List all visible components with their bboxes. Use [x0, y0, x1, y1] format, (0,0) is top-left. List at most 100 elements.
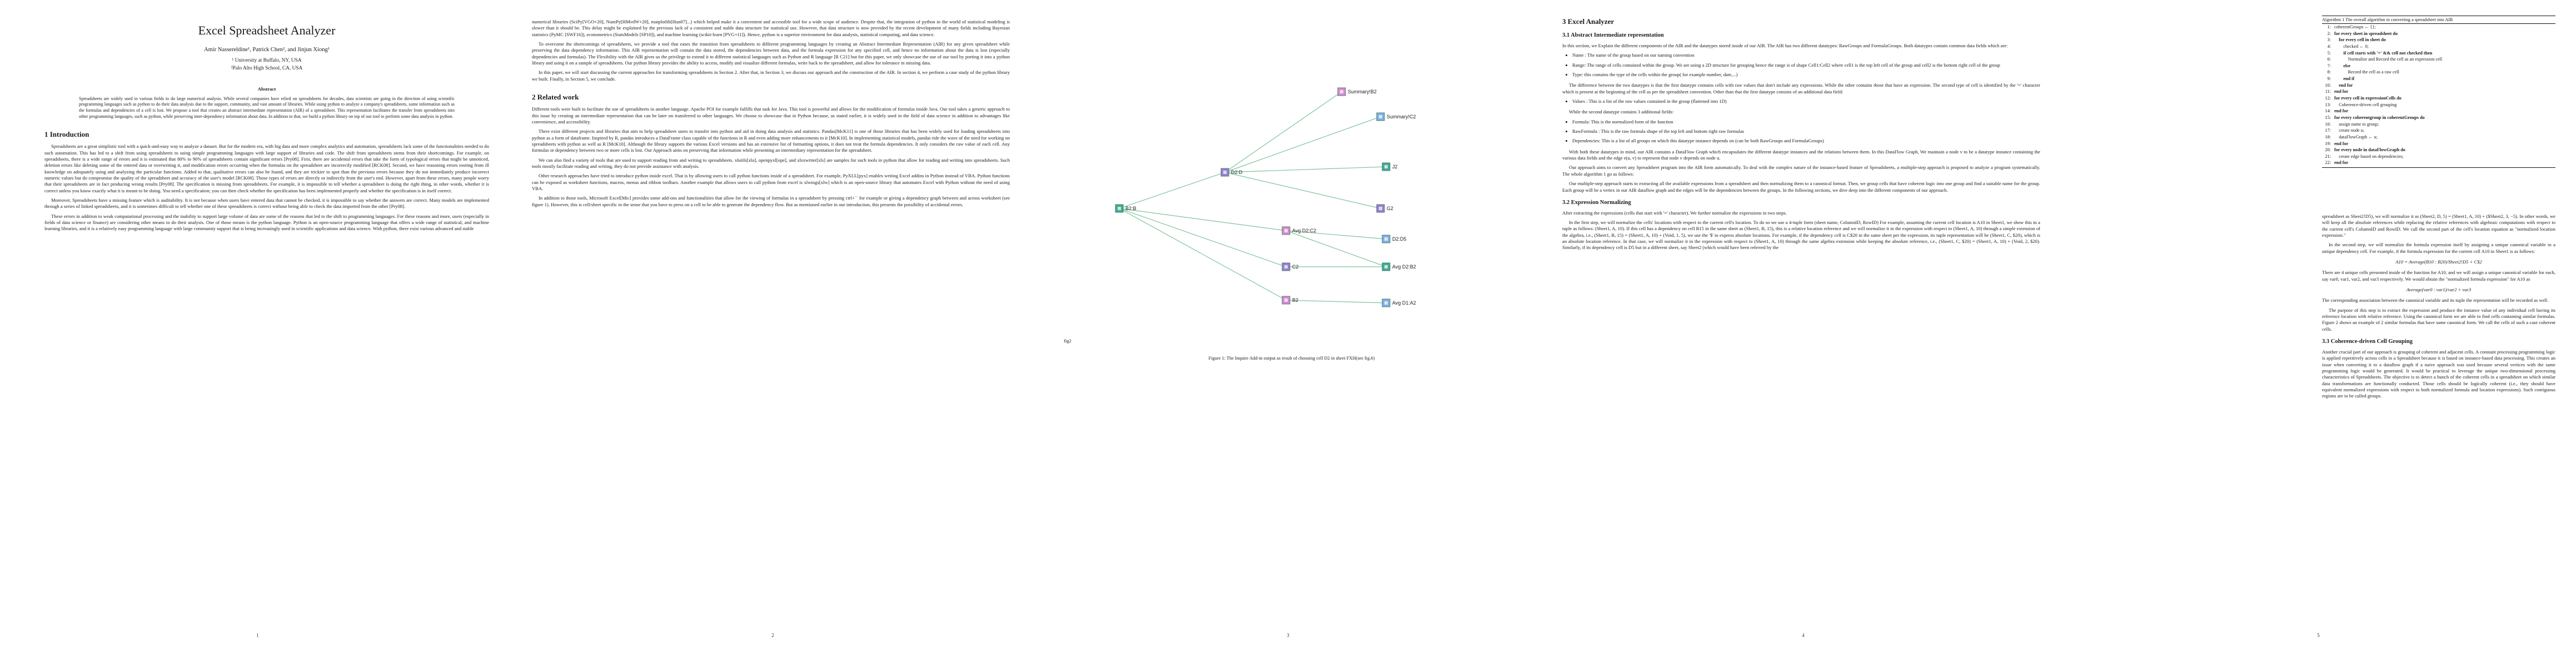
algorithm-line-text: end for: [2334, 82, 2353, 88]
algorithm-line-text: assign name to group;: [2334, 121, 2379, 127]
graph-node[interactable]: Summary!B2: [1337, 87, 1377, 96]
node-label: Summary!B2: [1348, 89, 1377, 94]
line-number: 3:: [2327, 37, 2331, 43]
algorithm-line-text: for every cell in sheet do: [2334, 37, 2386, 43]
algorithm-line: 19: end for: [2322, 141, 2555, 147]
line-number: 11:: [2325, 89, 2331, 94]
paragraph: In the first step, we will normalize the…: [1562, 220, 2040, 251]
line-number: 10:: [2325, 82, 2331, 88]
algorithm-line-text: Normalize and Record the cell as an expr…: [2334, 57, 2443, 62]
algorithm-line: 9: end if: [2322, 76, 2555, 82]
algorithm-box: Algorithm 1 The overall algorithm in con…: [2322, 16, 2555, 168]
line-number: 4:: [2327, 43, 2331, 49]
graph-edge: [1285, 230, 1387, 240]
graph-edge: [1224, 172, 1381, 209]
line-number: 7:: [2327, 63, 2331, 68]
affiliation-2: ²Palo Alto High School, CA, USA: [231, 65, 303, 71]
algorithm-line-text: create edge based on dependencies;: [2334, 153, 2404, 159]
node-label: D2:D5: [1392, 236, 1407, 242]
page-number: 4: [1802, 633, 1805, 638]
graph-node[interactable]: J2: [1382, 162, 1398, 171]
graph-node[interactable]: G2: [1376, 204, 1393, 213]
abstract-heading: Abstract: [257, 86, 276, 92]
algorithm-line: 13: Coherence-driven cell grouping: [2322, 102, 2555, 108]
algorithm-line-text: create node u;: [2334, 128, 2365, 133]
paragraph: The corresponding association between th…: [2322, 297, 2549, 303]
graph-node[interactable]: Avg D2:C2: [1282, 226, 1316, 235]
equation: A10 = Average(B10 : B20)/Sheet2!D5 + C$2: [2395, 259, 2482, 265]
line-number: 16:: [2325, 121, 2331, 127]
line-number: 13:: [2325, 102, 2331, 107]
paragraph: In this paper, we will start discussing …: [532, 69, 1010, 82]
subsection-heading: 3.2 Expression Normalizing: [1562, 199, 1631, 206]
graph-node[interactable]: Avg D2:B2: [1382, 262, 1416, 271]
algorithm-line-text: coherentGroups ← {};: [2334, 24, 2376, 29]
paragraph: These errors in addition to weak computa…: [44, 213, 489, 232]
node-label: C2: [1292, 264, 1299, 270]
algorithm-line: 5: if cell starts with '=' && cell not c…: [2322, 50, 2555, 57]
line-number: 12:: [2325, 96, 2331, 101]
line-number: 21:: [2325, 153, 2331, 159]
paper-title: Excel Spreadsheet Analyzer: [198, 23, 336, 37]
algorithm-line-text: dataFlowGraph ← u;: [2334, 134, 2378, 140]
list-item: Values : This is a list of the raw value…: [1572, 98, 2040, 104]
graph-edge: [1119, 172, 1225, 209]
node-label: B2: [1292, 297, 1298, 303]
algorithm-line: 11: end for: [2322, 88, 2555, 95]
algorithm-line-text: for every cell in expressionCells do: [2334, 96, 2401, 101]
paragraph: The purpose of this step is to extract t…: [2322, 307, 2555, 332]
section-heading-introduction: 1 Introduction: [44, 130, 89, 139]
paragraph: Different tools were built to facilitate…: [532, 106, 1010, 125]
graph-node[interactable]: D2:D5: [1382, 235, 1407, 243]
algorithm-title: Algorithm 1 The overall algorithm in con…: [2322, 16, 2555, 24]
algorithm-body: 1: coherentGroups ← {}; 2: for every sheet …: [2322, 24, 2555, 166]
dependency-graph-figure: B2:B D2:D Summary!B2 Summary!C2 J2 G2 Avg D2:C…: [1115, 87, 1416, 307]
graph-edge: [1119, 208, 1287, 231]
affiliation-1: ¹ University at Buffalo, NY, USA: [232, 57, 302, 63]
algorithm-line-text: end for: [2334, 160, 2349, 166]
graph-node[interactable]: B2:B: [1115, 204, 1137, 213]
algorithm-line: 22: end for: [2322, 160, 2555, 166]
page-number: 2: [771, 633, 774, 638]
paragraph: spreadsheet as Sheet2!D5), we will norma…: [2322, 213, 2555, 238]
field-list: Values : This is a list of the raw value…: [1562, 98, 2040, 104]
graph-node[interactable]: Summary!C2: [1376, 112, 1416, 121]
page-number: 3: [1287, 633, 1289, 638]
line-number: 8:: [2327, 69, 2331, 75]
list-item: Range: The range of cells contained with…: [1572, 62, 2040, 68]
page-3: B2:B D2:D Summary!B2 Summary!C2 J2 G2 Avg D2:C…: [1030, 0, 1546, 667]
algorithm-line: 7: else: [2322, 63, 2555, 69]
paragraph: In the second step, we will normalize th…: [2322, 242, 2555, 254]
node-label: J2: [1392, 164, 1398, 170]
paragraph: There exist different projects and libra…: [532, 128, 1010, 153]
list-item: RawFormula : This is the raw formula sha…: [1572, 128, 2040, 135]
paragraph: In this section, we Explain the differen…: [1562, 43, 2008, 49]
graph-node[interactable]: Avg D1:A2: [1382, 298, 1416, 307]
line-number: 20:: [2325, 147, 2331, 153]
algorithm-line-text: checked ← 0;: [2334, 43, 2369, 49]
algorithm-line: 12: for every cell in expressionCells do: [2322, 95, 2555, 102]
paragraph: Moreover, Spreadsheets have a missing fe…: [44, 197, 489, 210]
line-number: 5:: [2327, 50, 2331, 56]
page-5: Algorithm 1 The overall algorithm in con…: [2061, 0, 2576, 667]
algorithm-line-text: end for: [2334, 89, 2349, 94]
algorithm-line: 16: assign name to group;: [2322, 121, 2555, 128]
algorithm-line-text: end if: [2334, 76, 2355, 82]
graph-node[interactable]: B2: [1282, 296, 1298, 305]
line-number: 18:: [2325, 134, 2331, 140]
algorithm-line: 2: for every sheet in spreadsheet do: [2322, 31, 2555, 37]
paragraph: Other research approaches have tried to …: [532, 173, 1010, 192]
graph-edge: [1285, 230, 1387, 267]
page-4: 3 Excel Analyzer 3.1 Abstract Intermedia…: [1546, 0, 2061, 667]
graph-node[interactable]: C2: [1282, 262, 1299, 271]
algorithm-line-text: end for: [2334, 108, 2349, 114]
paragraph: Another crucial part of our approach is …: [2322, 349, 2555, 399]
equation: Average(var0 : var1)/var2 + var3: [2406, 287, 2472, 293]
graph-node[interactable]: D2:D: [1220, 168, 1243, 177]
paragraph: In addition to those tools, Microsoft Ex…: [532, 195, 1010, 207]
algorithm-line: 20: for every node in dataFlowGraph do: [2322, 147, 2555, 153]
paragraph: The difference between the two datatypes…: [1562, 82, 2040, 94]
node-label: Avg D2:B2: [1392, 264, 1416, 270]
node-label: G2: [1387, 206, 1393, 211]
paragraph: After extracting the expressions (cells …: [1562, 210, 1787, 216]
